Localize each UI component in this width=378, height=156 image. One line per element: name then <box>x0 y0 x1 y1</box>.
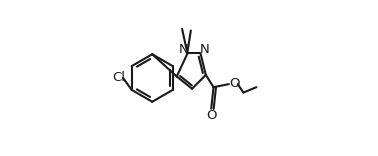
Text: O: O <box>229 77 240 90</box>
Text: N: N <box>200 43 210 56</box>
Text: N: N <box>179 43 189 56</box>
Text: methyl: methyl <box>182 20 187 21</box>
Text: O: O <box>206 109 217 122</box>
Text: Cl: Cl <box>113 71 125 84</box>
